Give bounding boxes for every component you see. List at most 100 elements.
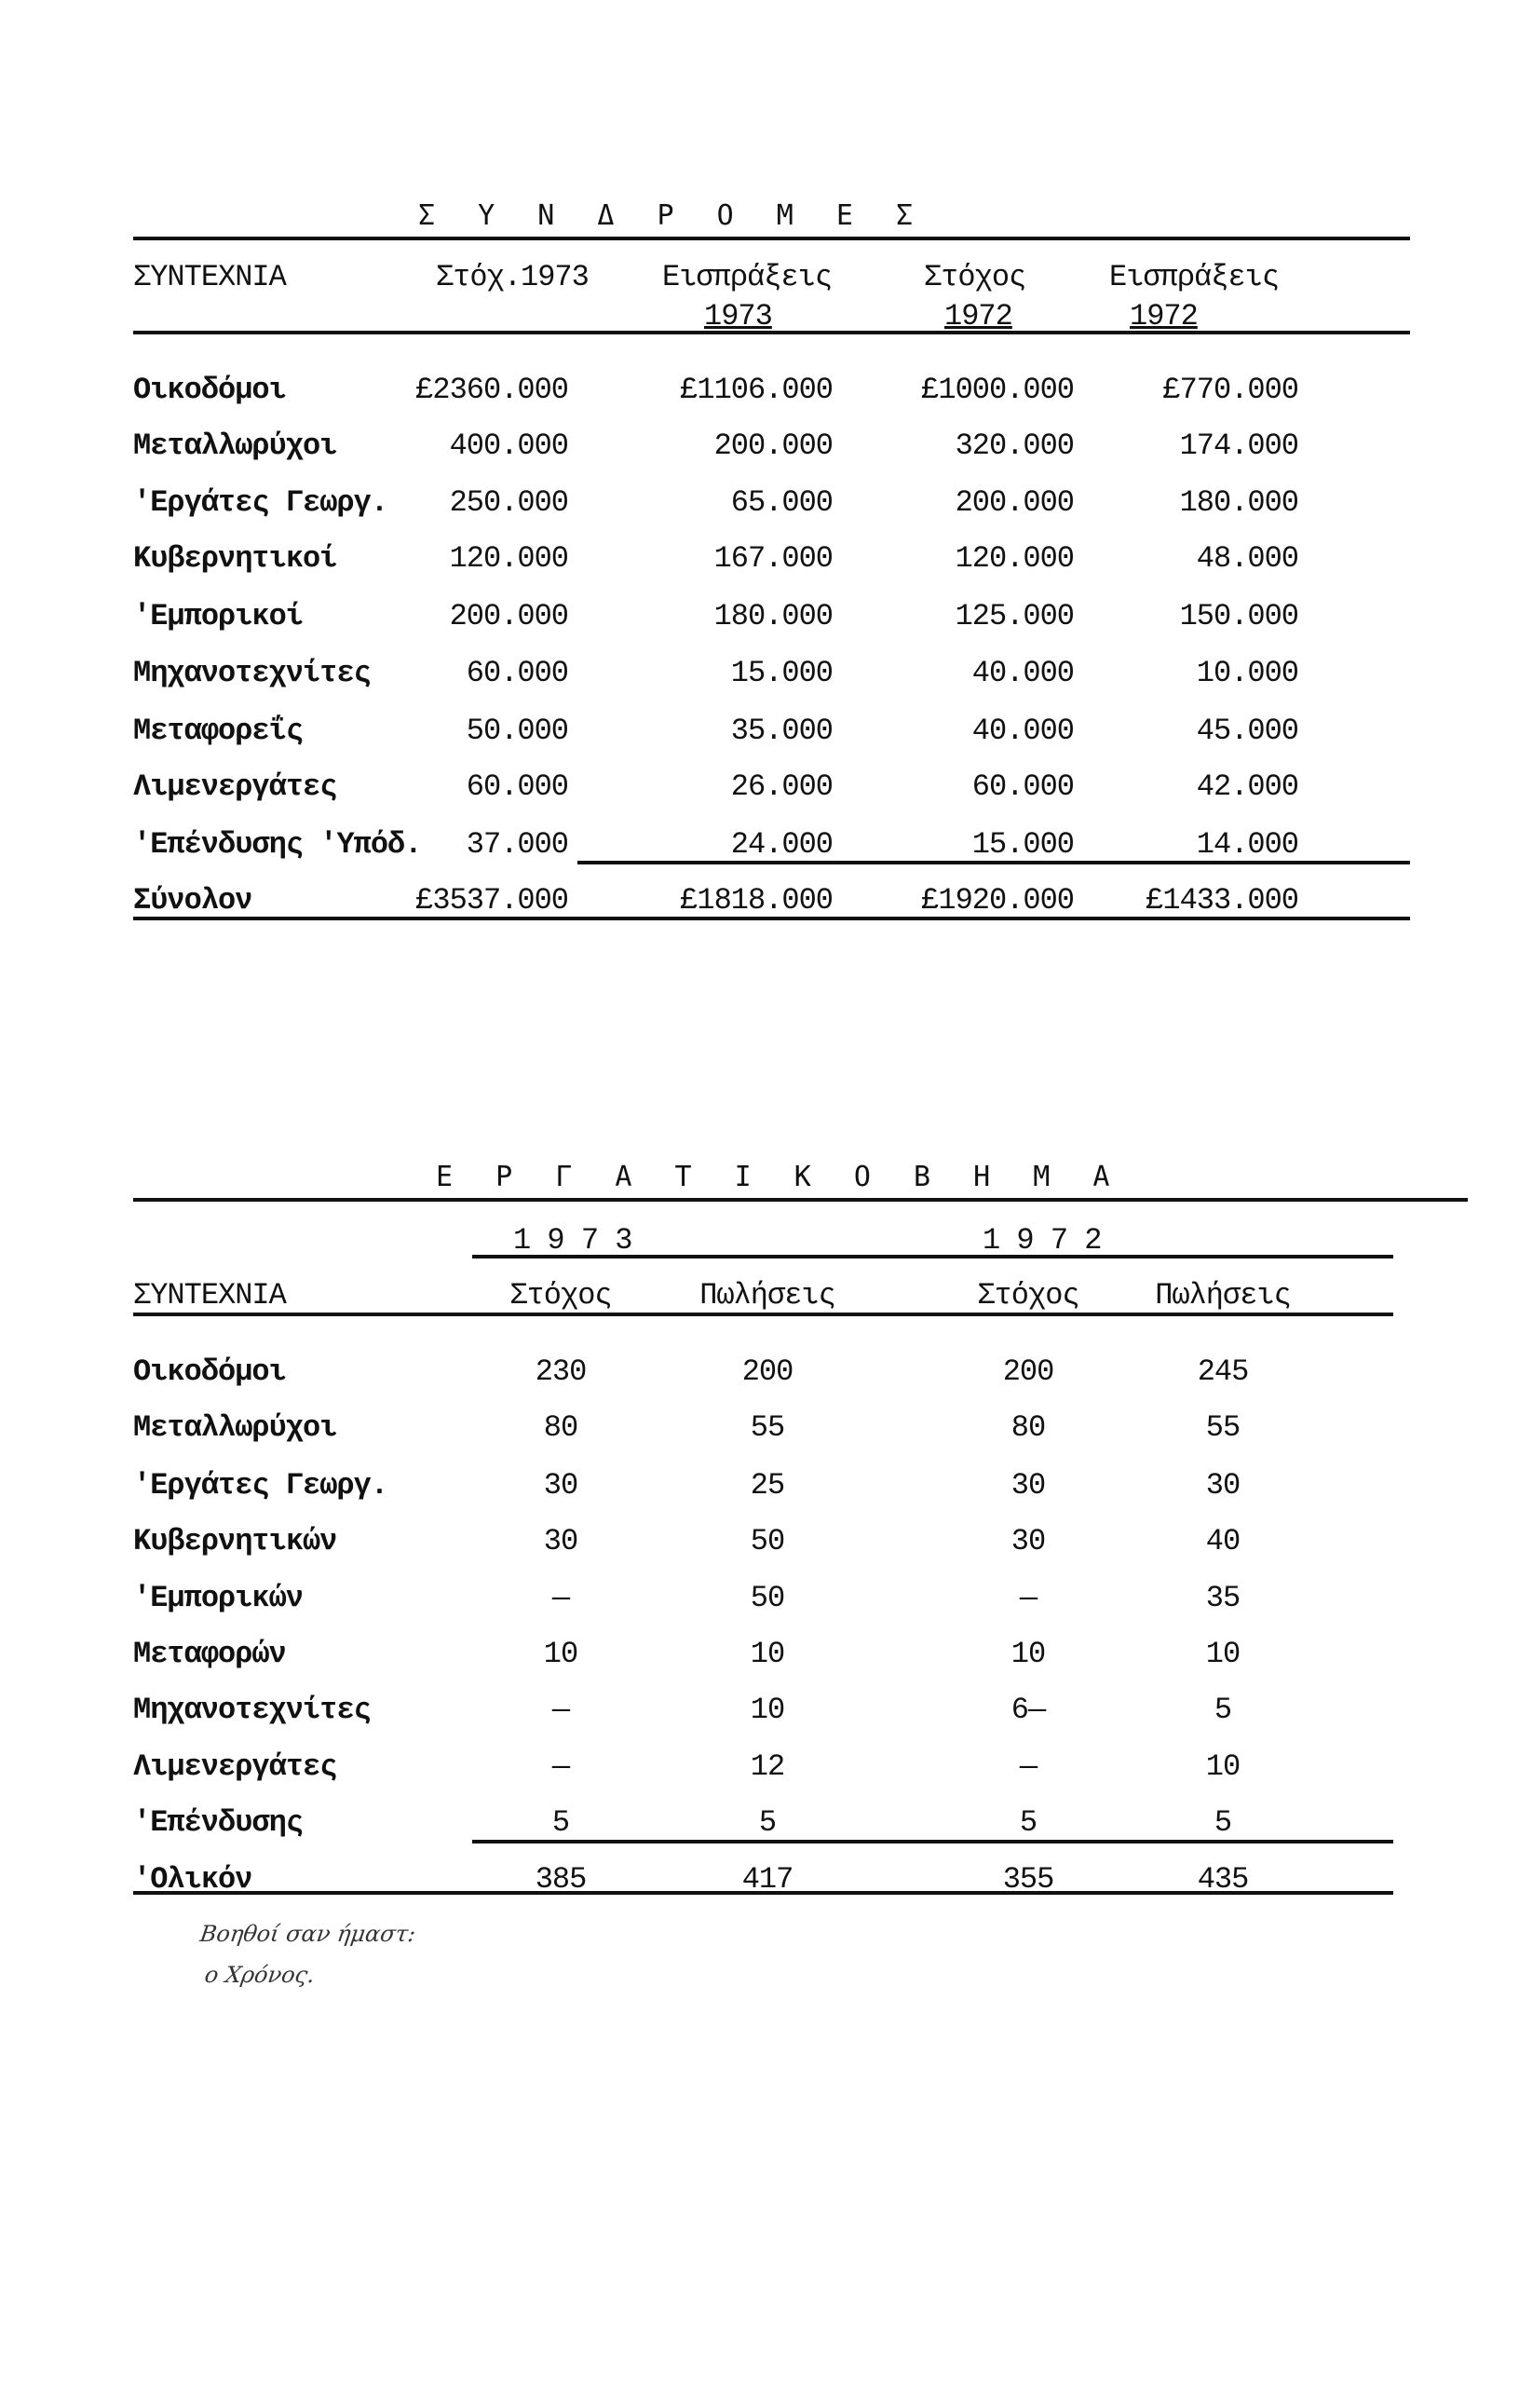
table-cell: 5 bbox=[551, 1805, 570, 1840]
table-cell: 125.000 bbox=[955, 599, 1075, 633]
table-cell: 10 bbox=[1205, 1749, 1241, 1784]
total-cell: £1818.000 bbox=[680, 883, 834, 918]
table-cell: 37.000 bbox=[466, 827, 569, 862]
table-cell: 30 bbox=[543, 1524, 578, 1558]
table-cell: 30 bbox=[543, 1468, 578, 1503]
table-cell: £2360.000 bbox=[415, 373, 569, 407]
table-cell: 42.000 bbox=[1196, 769, 1299, 804]
table-cell: 320.000 bbox=[955, 429, 1075, 463]
ergatiko-vima-title: Ε Ρ Γ Α Τ Ι Κ Ο Β Η Μ Α bbox=[436, 1161, 1123, 1193]
table-cell: 30 bbox=[1010, 1468, 1046, 1503]
table-cell: 25 bbox=[750, 1468, 785, 1503]
table-cell: 5 bbox=[1214, 1805, 1232, 1840]
total-cell: £1433.000 bbox=[1146, 883, 1299, 918]
handwritten-line: ο Χρόνος. bbox=[203, 1962, 317, 1988]
table-cell: £1106.000 bbox=[680, 373, 834, 407]
column-header: Στόχ.1973 bbox=[436, 260, 590, 294]
table-cell: 250.000 bbox=[449, 485, 569, 520]
column-header-year: 1973 bbox=[704, 299, 773, 333]
table-cell: 26.000 bbox=[730, 769, 834, 804]
table-cell: 230 bbox=[535, 1354, 588, 1389]
table-cell: £1000.000 bbox=[921, 373, 1075, 407]
column-header: Πωλήσεις bbox=[699, 1278, 836, 1313]
table-cell: 200 bbox=[1002, 1354, 1055, 1389]
divider bbox=[133, 1891, 1393, 1895]
row-label: Κυβερνητικοί bbox=[133, 541, 337, 576]
row-label: 'Επένδυσης bbox=[133, 1805, 304, 1840]
table-cell: — bbox=[551, 1693, 570, 1727]
total-cell: £3537.000 bbox=[415, 883, 569, 918]
row-label: Κυβερνητικών bbox=[133, 1524, 337, 1558]
row-label: Μεταλλωρύχοι bbox=[133, 1410, 337, 1445]
table-cell: 40.000 bbox=[971, 714, 1075, 748]
table-cell: 30 bbox=[1010, 1524, 1046, 1558]
table-cell: 10.000 bbox=[1196, 656, 1299, 690]
table-cell: 150.000 bbox=[1179, 599, 1299, 633]
divider bbox=[133, 917, 1410, 920]
row-label: Οικοδόμοι bbox=[133, 373, 287, 407]
table-cell: 50 bbox=[750, 1524, 785, 1558]
total-cell: £1920.000 bbox=[921, 883, 1075, 918]
table-cell: 180.000 bbox=[1179, 485, 1299, 520]
table-cell: 200.000 bbox=[713, 429, 834, 463]
table-cell: 14.000 bbox=[1196, 827, 1299, 862]
column-header: ΣΥΝΤΕΧΝΙΑ bbox=[133, 1278, 287, 1313]
table-cell: 30 bbox=[1205, 1468, 1241, 1503]
row-label: Λιμενεργάτες bbox=[133, 1749, 337, 1784]
row-label: 'Εργάτες Γεωργ. bbox=[133, 1468, 388, 1503]
table-cell: 200 bbox=[741, 1354, 794, 1389]
table-cell: 50 bbox=[750, 1581, 785, 1615]
year-1973: 1 9 7 3 bbox=[513, 1223, 632, 1258]
table-cell: 174.000 bbox=[1179, 429, 1299, 463]
table-cell: 24.000 bbox=[730, 827, 834, 862]
column-header: Στόχος bbox=[924, 260, 1026, 294]
table-cell: 40 bbox=[1205, 1524, 1241, 1558]
table-cell: 50.000 bbox=[466, 714, 569, 748]
table-cell: 48.000 bbox=[1196, 541, 1299, 576]
table-cell: — bbox=[1019, 1581, 1038, 1615]
column-header: Εισπράξεις bbox=[1109, 260, 1280, 294]
table-cell: 35 bbox=[1205, 1581, 1241, 1615]
row-label: Μεταφορεΐς bbox=[133, 714, 304, 748]
table-cell: 10 bbox=[750, 1693, 785, 1727]
table-cell: 245 bbox=[1197, 1354, 1250, 1389]
table-cell: 60.000 bbox=[466, 769, 569, 804]
table-cell: 10 bbox=[750, 1637, 785, 1671]
row-label: Μηχανοτεχνίτες bbox=[133, 656, 372, 690]
row-label: Οικοδόμοι bbox=[133, 1354, 287, 1389]
column-header-year: 1972 bbox=[1130, 299, 1199, 333]
table-cell: — bbox=[551, 1581, 570, 1615]
table-cell: 5 bbox=[758, 1805, 777, 1840]
table-cell: 40.000 bbox=[971, 656, 1075, 690]
column-header: Εισπράξεις bbox=[662, 260, 833, 294]
row-label: Λιμενεργάτες bbox=[133, 769, 337, 804]
table-cell: 200.000 bbox=[955, 485, 1075, 520]
table-cell: 167.000 bbox=[713, 541, 834, 576]
handwritten-line: Βοηθοί σαν ήμαστ: bbox=[198, 1921, 418, 1947]
column-header: Στόχος bbox=[977, 1278, 1079, 1313]
table-cell: 120.000 bbox=[955, 541, 1075, 576]
year-1972: 1 9 7 2 bbox=[983, 1223, 1102, 1258]
table-cell: 80 bbox=[1010, 1410, 1046, 1445]
table-cell: 6— bbox=[1010, 1693, 1046, 1727]
table-cell: 200.000 bbox=[449, 599, 569, 633]
table-cell: 60.000 bbox=[971, 769, 1075, 804]
divider bbox=[133, 237, 1410, 240]
row-label: 'Εμπορικών bbox=[133, 1581, 304, 1615]
table-cell: 180.000 bbox=[713, 599, 834, 633]
row-label: 'Επένδυσης 'Υπόδ. bbox=[133, 827, 422, 862]
total-label: 'Ολικόν bbox=[133, 1862, 252, 1897]
table-cell: 55 bbox=[1205, 1410, 1241, 1445]
table-cell: 5 bbox=[1214, 1693, 1232, 1727]
table-cell: 35.000 bbox=[730, 714, 834, 748]
table-cell: 15.000 bbox=[730, 656, 834, 690]
table-cell: £770.000 bbox=[1162, 373, 1299, 407]
table-cell: 80 bbox=[543, 1410, 578, 1445]
row-label: Μεταλλωρύχοι bbox=[133, 429, 337, 463]
column-header: ΣΥΝΤΕΧΝΙΑ bbox=[133, 260, 287, 294]
table-cell: — bbox=[1019, 1749, 1038, 1784]
total-label: Σύνολον bbox=[133, 883, 252, 918]
column-header: Στόχος bbox=[509, 1278, 612, 1313]
subscriptions-title: Σ Υ Ν Δ Ρ Ο Μ Ε Σ bbox=[418, 199, 927, 232]
divider bbox=[472, 1840, 1393, 1843]
